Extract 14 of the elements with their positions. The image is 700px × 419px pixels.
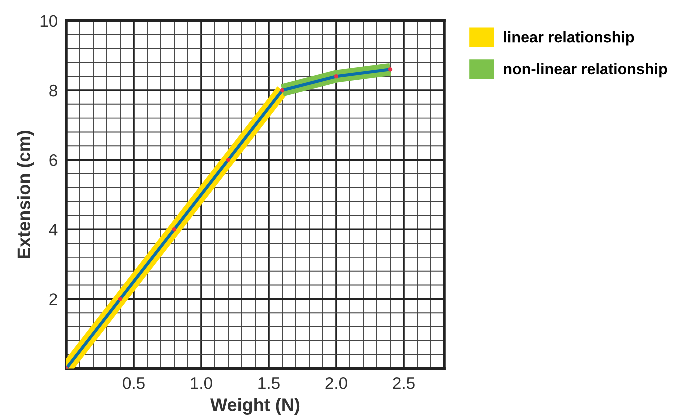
y-tick-label: 6 [50,154,58,166]
x-tick-label: 2.0 [326,377,348,390]
y-axis-title: Extension (cm) [17,131,34,258]
legend-label: linear relationship [504,31,634,46]
y-tick-label: 4 [49,224,58,236]
legend-label: non-linear relationship [504,63,668,78]
x-tick-label: 1.0 [191,377,212,390]
y-tick-label: 8 [50,84,58,97]
x-tick-label: 0.5 [123,377,145,390]
x-tick-label: 2.5 [393,377,415,390]
y-tick-label: 2 [50,294,58,306]
y-tick-label: 10 [40,15,58,28]
x-axis-title: Weight (N) [210,398,300,416]
x-tick-label: 1.5 [258,378,280,390]
